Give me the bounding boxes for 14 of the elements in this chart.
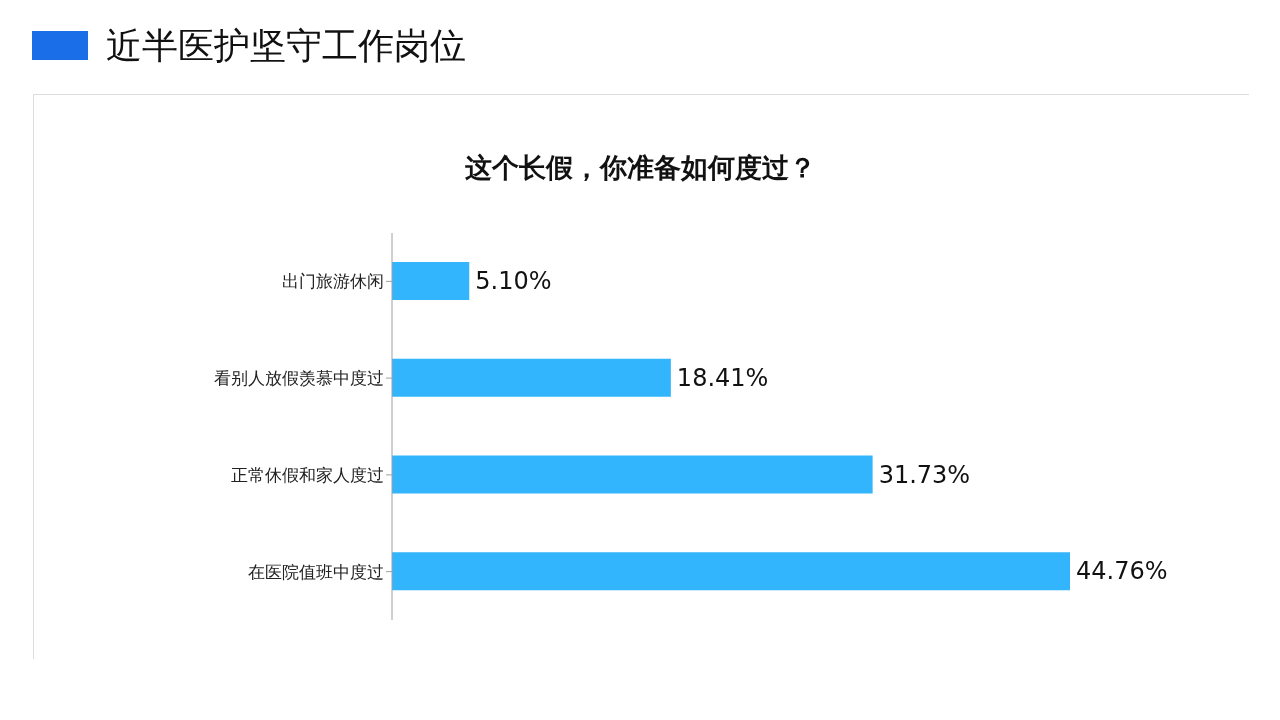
bar [392, 262, 470, 300]
y-tick-label: 在医院值班中度过 [248, 561, 384, 582]
data-label: 31.73% [878, 460, 971, 489]
y-tick-label: 正常休假和家人度过 [231, 464, 384, 485]
bar [392, 455, 873, 494]
chart-title: 近半医护坚守工作岗位 [106, 24, 466, 68]
data-label: 18.41% [676, 363, 769, 392]
bar [392, 552, 1070, 591]
data-label: 5.10% [475, 267, 552, 295]
chart-subtitle: 这个长假，你准备如何度过？ [464, 151, 817, 185]
bar [392, 358, 671, 397]
data-label: 44.76% [1076, 557, 1168, 586]
y-tick-label: 出门旅游休闲 [282, 271, 384, 292]
y-tick-label: 看别人放假羡慕中度过 [214, 368, 384, 389]
